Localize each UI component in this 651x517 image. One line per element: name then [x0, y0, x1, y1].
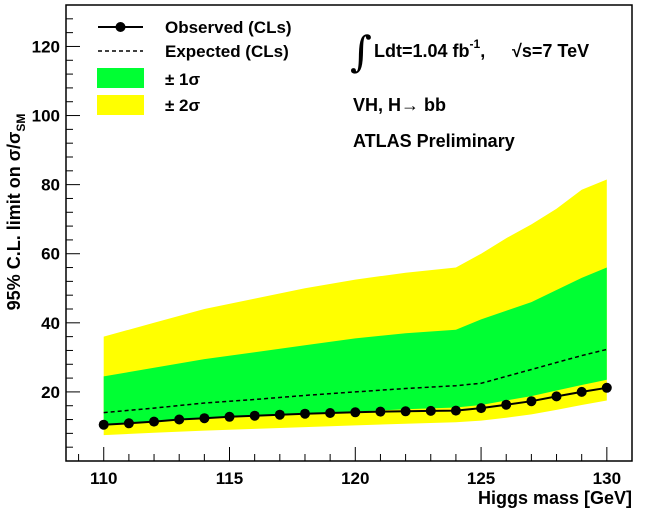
- legend-observed-label: Observed (CLs): [165, 18, 292, 37]
- luminosity-label: Ldt=1.04 fb-1,: [374, 37, 485, 61]
- legend-1sigma-label: ± 1σ: [165, 70, 201, 89]
- y-tick-label: 100: [32, 107, 60, 126]
- legend-observed-marker: [115, 22, 126, 32]
- observed-point: [450, 405, 461, 416]
- observed-point: [601, 382, 612, 393]
- y-axis-title-main: 95% C.L. limit on σ/σ: [4, 132, 24, 311]
- legend-2sigma-label: ± 2σ: [165, 96, 201, 115]
- x-tick-label: 130: [593, 469, 621, 488]
- limit-lines: [98, 348, 612, 430]
- plot-frame: [65, 4, 633, 462]
- observed-point: [375, 406, 386, 417]
- y-tick-label: 20: [41, 383, 60, 402]
- x-tick-label: 110: [90, 469, 117, 488]
- observed-point: [300, 408, 310, 419]
- y-tick-label: 120: [32, 37, 60, 56]
- observed-point: [425, 405, 436, 416]
- observed-point: [526, 396, 537, 407]
- observed-point: [98, 419, 109, 430]
- energy-label: √s=7 TeV: [512, 41, 589, 61]
- luminosity-separator: ,: [480, 41, 485, 61]
- x-tick-label: 115: [216, 469, 243, 488]
- observed-point: [400, 406, 411, 417]
- observed-point: [576, 386, 587, 397]
- luminosity-exponent: -1: [470, 37, 481, 51]
- observed-point: [350, 407, 361, 418]
- sigma-bands: [103, 179, 607, 436]
- band-1sigma: [103, 267, 607, 425]
- legend: Observed (CLs) Expected (CLs) ± 1σ ± 2σ: [97, 18, 292, 115]
- legend-2sigma-swatch: [97, 95, 144, 115]
- x-tick-label: 120: [341, 469, 369, 488]
- observed-point: [249, 410, 260, 421]
- legend-1sigma-swatch: [97, 68, 144, 88]
- observed-point: [174, 414, 185, 425]
- y-tick-label: 60: [41, 245, 60, 264]
- observed-point: [149, 416, 159, 427]
- y-axis-title-sub: SM: [14, 114, 28, 132]
- observed-point: [274, 409, 285, 420]
- observed-point: [551, 391, 562, 402]
- observed-point: [224, 411, 235, 422]
- channel-label: VH, H→ bb: [353, 95, 446, 115]
- observed-point: [325, 408, 336, 418]
- legend-expected-label: Expected (CLs): [165, 42, 289, 61]
- experiment-label: ATLAS Preliminary: [353, 131, 515, 151]
- integral-symbol: ∫: [350, 27, 372, 76]
- annotations: ∫ Ldt=1.04 fb-1, √s=7 TeV VH, H→ bb ATLA…: [350, 27, 589, 151]
- x-axis-title: Higgs mass [GeV]: [478, 488, 632, 508]
- luminosity-value: Ldt=1.04 fb: [374, 41, 470, 61]
- y-tick-label: 40: [41, 314, 60, 333]
- observed-point: [199, 413, 210, 424]
- axis-ticks: 110 115 120 125 130 20 40 60 80 100 120: [32, 18, 633, 488]
- observed-point: [501, 399, 512, 410]
- observed-point: [123, 418, 134, 429]
- x-tick-label: 125: [467, 469, 495, 488]
- observed-point: [476, 403, 487, 414]
- y-axis-title: 95% C.L. limit on σ/σSM: [4, 114, 28, 311]
- y-tick-label: 80: [41, 176, 60, 195]
